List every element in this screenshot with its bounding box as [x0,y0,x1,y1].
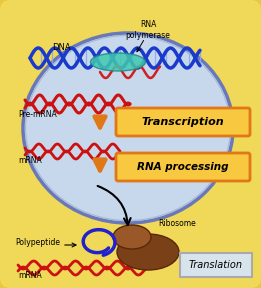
Text: Translation: Translation [189,260,243,270]
Text: DNA: DNA [52,43,71,52]
FancyBboxPatch shape [116,108,250,136]
Text: mRNA: mRNA [18,156,42,165]
Text: Transcription: Transcription [142,117,224,127]
Text: mRNA: mRNA [18,271,42,280]
FancyBboxPatch shape [180,253,252,277]
Text: Pre-mRNA: Pre-mRNA [18,110,57,119]
Text: Polypeptide: Polypeptide [15,238,60,247]
Text: RNA processing: RNA processing [137,162,229,172]
Ellipse shape [91,53,145,71]
Text: Ribosome: Ribosome [158,219,196,228]
Ellipse shape [117,234,179,270]
Text: RNA
polymerase: RNA polymerase [126,20,170,40]
Ellipse shape [23,33,233,223]
FancyBboxPatch shape [116,153,250,181]
Ellipse shape [113,225,151,249]
